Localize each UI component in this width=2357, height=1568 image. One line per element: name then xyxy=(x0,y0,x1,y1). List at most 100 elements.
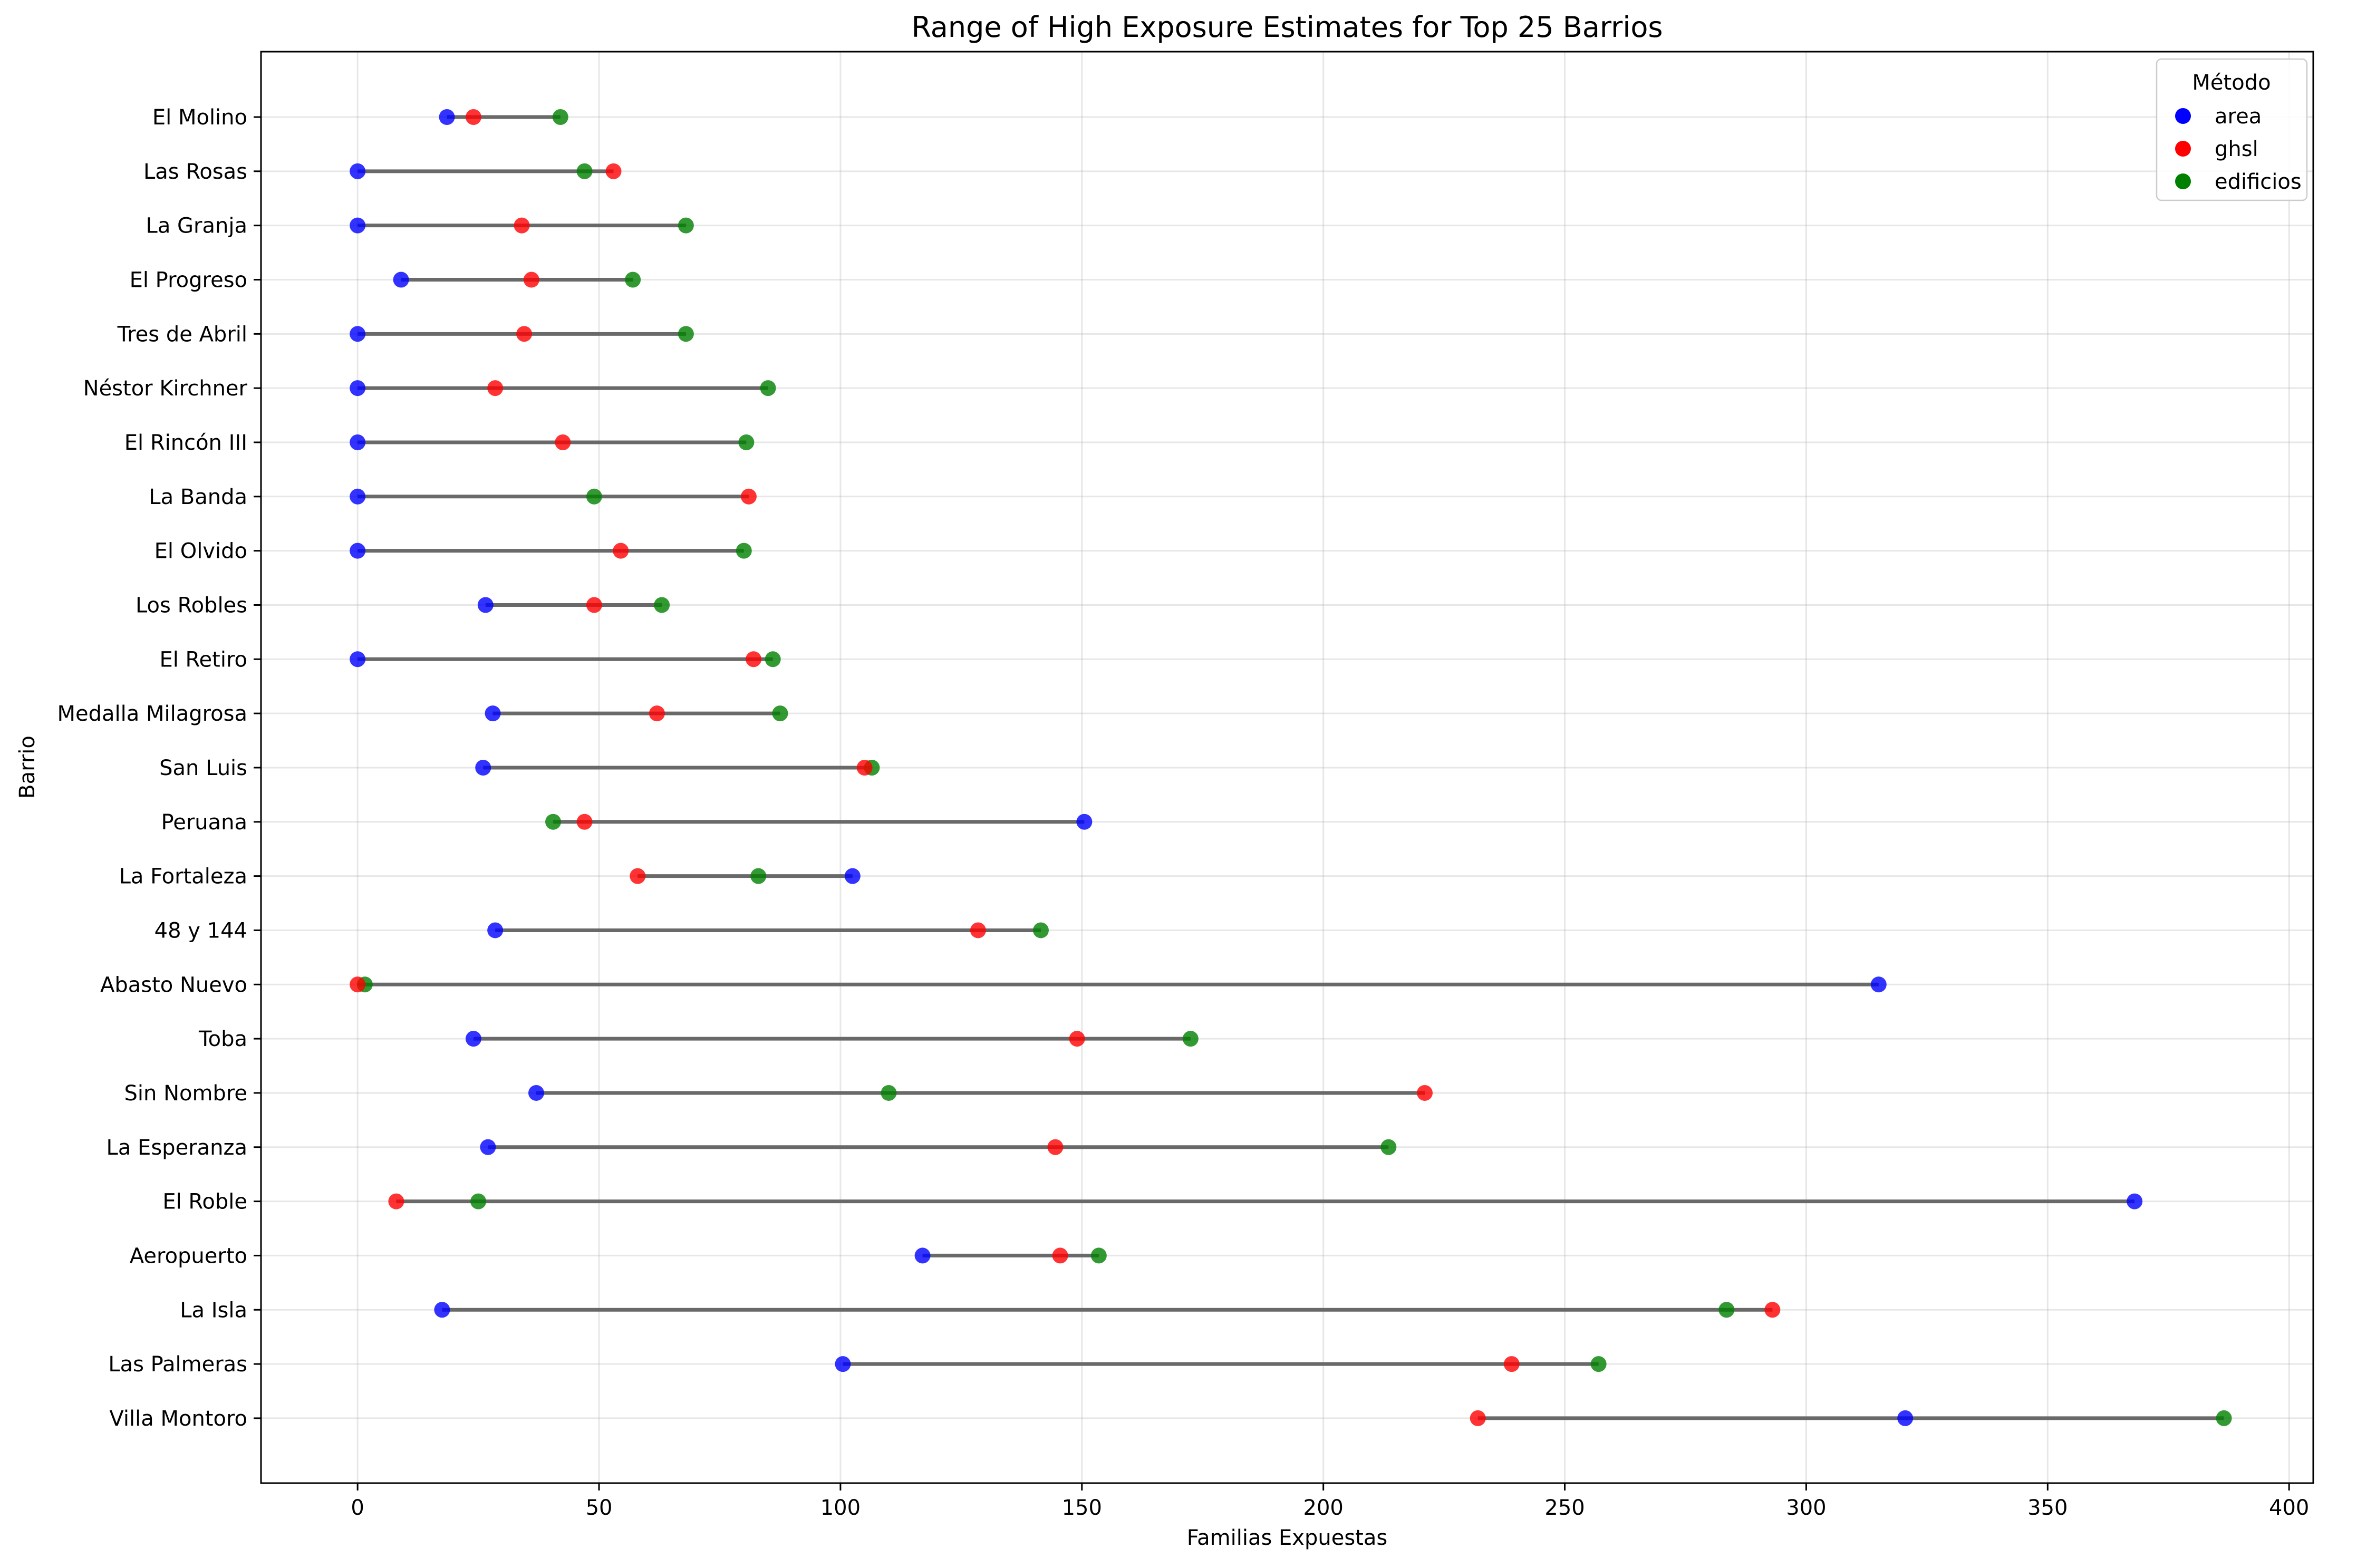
area-point xyxy=(835,1356,851,1372)
area-point xyxy=(475,759,491,776)
area-point xyxy=(844,868,861,884)
area-point xyxy=(1076,814,1093,830)
ghsl-point xyxy=(1052,1247,1068,1264)
ghsl-point xyxy=(1069,1031,1085,1047)
edificios-point xyxy=(1182,1031,1199,1047)
area-point xyxy=(350,326,366,342)
edificios-point xyxy=(678,217,694,234)
y-tick-label: Néstor Kirchner xyxy=(83,376,248,401)
legend: Método area ghsl edificios xyxy=(2156,58,2308,201)
ghsl-point xyxy=(740,488,757,505)
y-tick-label: Peruana xyxy=(161,810,247,835)
x-tick-label: 200 xyxy=(1303,1496,1344,1520)
edificios-point xyxy=(470,1193,487,1209)
range-connectors xyxy=(358,115,2224,1420)
edificios-point xyxy=(772,705,788,722)
edificios-point xyxy=(654,597,670,613)
edificios-point xyxy=(576,163,593,179)
area-point xyxy=(2127,1193,2143,1209)
y-tick-label: El Rincón III xyxy=(124,431,247,455)
edificios-point xyxy=(1032,922,1049,938)
ghsl-point xyxy=(856,759,873,776)
x-axis-ticks: 0 50 100 150 200 250 300 350 400 xyxy=(351,1483,2309,1520)
edificios-point xyxy=(1380,1139,1397,1155)
ghsl-point xyxy=(465,109,481,125)
ghsl-point xyxy=(649,705,665,722)
area-point xyxy=(439,109,455,125)
legend-box xyxy=(2156,58,2308,201)
x-tick-label: 300 xyxy=(1786,1496,1826,1520)
legend-marker-ghsl xyxy=(2175,141,2191,157)
y-tick-label: La Banda xyxy=(149,485,247,509)
legend-items: area ghsl edificios xyxy=(2175,104,2302,194)
y-tick-label: Medalla Milagrosa xyxy=(57,702,247,726)
y-tick-label: La Esperanza xyxy=(107,1136,247,1160)
area-point xyxy=(393,272,409,288)
y-tick-label: San Luis xyxy=(159,756,247,780)
edificios-point xyxy=(760,380,776,396)
ghsl-point xyxy=(630,868,646,884)
y-tick-label: El Olvido xyxy=(154,539,247,564)
y-tick-label: Las Palmeras xyxy=(108,1352,247,1377)
area-point xyxy=(465,1031,481,1047)
area-point xyxy=(485,705,501,722)
area-point xyxy=(350,217,366,234)
y-tick-label: La Isla xyxy=(180,1298,247,1322)
ghsl-point xyxy=(576,814,593,830)
x-tick-label: 50 xyxy=(586,1496,613,1520)
x-axis-label: Familias Expuestas xyxy=(1187,1526,1387,1550)
area-point xyxy=(350,488,366,505)
y-tick-label: Las Rosas xyxy=(143,160,247,184)
area-point xyxy=(528,1085,544,1101)
legend-marker-edificios xyxy=(2175,173,2191,189)
edificios-point xyxy=(586,488,602,505)
area-point xyxy=(487,922,504,938)
legend-title: Método xyxy=(2192,71,2271,95)
edificios-point xyxy=(545,814,562,830)
area-point xyxy=(350,651,366,667)
y-tick-label: Los Robles xyxy=(136,593,247,617)
ghsl-point xyxy=(970,922,986,938)
edificios-point xyxy=(678,326,694,342)
area-point xyxy=(1870,976,1887,993)
ghsl-point xyxy=(1416,1085,1433,1101)
x-tick-label: 400 xyxy=(2269,1496,2309,1520)
y-tick-label: Aeropuerto xyxy=(130,1244,247,1268)
area-point xyxy=(480,1139,496,1155)
ghsl-point xyxy=(388,1193,404,1209)
area-point xyxy=(434,1302,450,1318)
edificios-point xyxy=(1090,1247,1107,1264)
y-axis-label: Barrio xyxy=(15,735,40,799)
x-tick-label: 0 xyxy=(351,1496,364,1520)
legend-label-edificios: edificios xyxy=(2215,170,2302,194)
y-tick-label: El Molino xyxy=(152,105,247,130)
ghsl-point xyxy=(586,597,602,613)
ghsl-point xyxy=(523,272,539,288)
legend-label-area: area xyxy=(2215,104,2262,129)
chart-title: Range of High Exposure Estimates for Top… xyxy=(911,11,1663,44)
area-point xyxy=(350,434,366,450)
edificios-point xyxy=(738,434,755,450)
area-point xyxy=(350,163,366,179)
y-tick-label: Sin Nombre xyxy=(124,1081,248,1106)
area-point xyxy=(350,380,366,396)
y-tick-label: Toba xyxy=(198,1027,247,1051)
legend-label-ghsl: ghsl xyxy=(2215,137,2258,161)
ghsl-point xyxy=(605,163,622,179)
ghsl-point xyxy=(1503,1356,1520,1372)
data-points xyxy=(350,109,2232,1426)
legend-marker-area xyxy=(2175,108,2191,124)
ghsl-point xyxy=(746,651,762,667)
y-tick-label: El Roble xyxy=(162,1190,247,1214)
y-tick-label: Villa Montoro xyxy=(109,1407,247,1431)
edificios-point xyxy=(2216,1410,2232,1426)
edificios-point xyxy=(552,109,568,125)
edificios-point xyxy=(750,868,767,884)
ghsl-point xyxy=(1470,1410,1486,1426)
ghsl-point xyxy=(613,543,629,559)
x-tick-label: 150 xyxy=(1062,1496,1102,1520)
y-tick-label: La Fortaleza xyxy=(119,865,247,889)
